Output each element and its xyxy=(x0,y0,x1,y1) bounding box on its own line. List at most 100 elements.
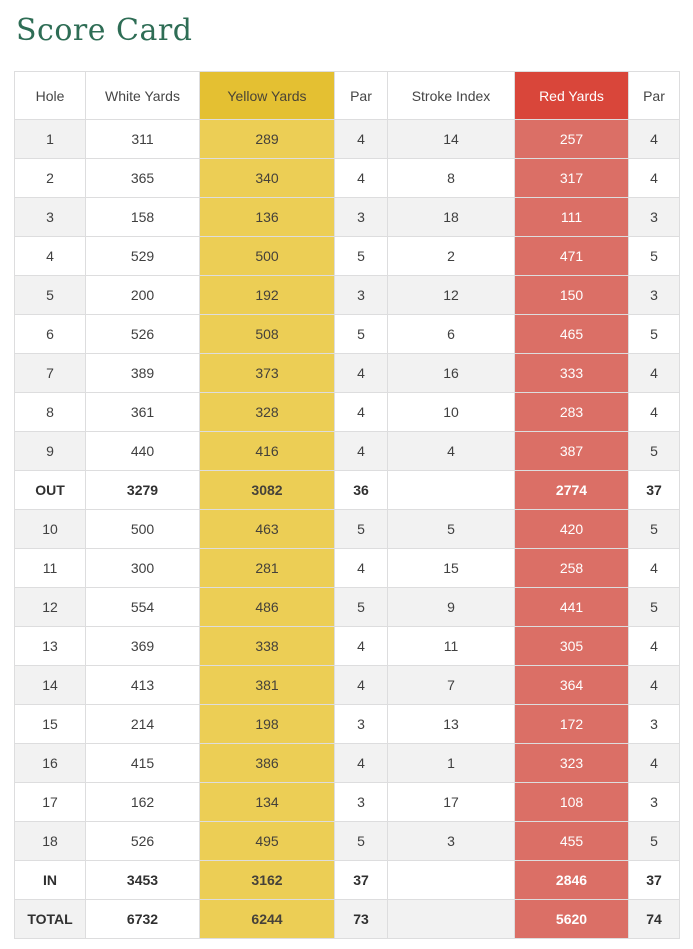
cell-yellow: 373 xyxy=(199,353,335,393)
cell-par1: 4 xyxy=(334,626,388,666)
cell-hole: IN xyxy=(14,860,86,900)
cell-yellow: 463 xyxy=(199,509,335,549)
cell-par2: 74 xyxy=(628,899,680,939)
cell-red: 364 xyxy=(514,665,629,705)
cell-yellow: 500 xyxy=(199,236,335,276)
cell-par1: 5 xyxy=(334,314,388,354)
cell-par2: 4 xyxy=(628,743,680,783)
table-row: 13 369 338 4 11 305 4 xyxy=(14,626,680,666)
cell-si: 18 xyxy=(387,197,515,237)
cell-si: 6 xyxy=(387,314,515,354)
cell-si: 5 xyxy=(387,509,515,549)
cell-red: 258 xyxy=(514,548,629,588)
table-body: 1 311 289 4 14 257 4 2 365 340 4 8 317 4 3 158 136 3 18 111… xyxy=(14,119,680,939)
cell-white: 311 xyxy=(85,119,200,159)
cell-hole: OUT xyxy=(14,470,86,510)
table-row: 10 500 463 5 5 420 5 xyxy=(14,509,680,549)
page-title: Score Card xyxy=(16,13,193,48)
cell-hole: 10 xyxy=(14,509,86,549)
cell-white: 361 xyxy=(85,392,200,432)
column-header-par2: Par xyxy=(628,71,680,120)
cell-yellow: 486 xyxy=(199,587,335,627)
header-row: Hole White Yards Yellow Yards Par Stroke Ind… xyxy=(14,71,680,120)
cell-par2: 3 xyxy=(628,197,680,237)
cell-si: 14 xyxy=(387,119,515,159)
cell-hole: 5 xyxy=(14,275,86,315)
cell-par1: 3 xyxy=(334,704,388,744)
cell-yellow: 3162 xyxy=(199,860,335,900)
cell-par2: 4 xyxy=(628,626,680,666)
table-row: 14 413 381 4 7 364 4 xyxy=(14,665,680,705)
cell-par2: 37 xyxy=(628,860,680,900)
cell-hole: 8 xyxy=(14,392,86,432)
cell-white: 365 xyxy=(85,158,200,198)
cell-si: 15 xyxy=(387,548,515,588)
cell-par2: 3 xyxy=(628,704,680,744)
cell-hole: 4 xyxy=(14,236,86,276)
cell-yellow: 328 xyxy=(199,392,335,432)
cell-white: 500 xyxy=(85,509,200,549)
cell-si: 10 xyxy=(387,392,515,432)
cell-si xyxy=(387,860,515,900)
table-row: 3 158 136 3 18 111 3 xyxy=(14,197,680,237)
cell-white: 369 xyxy=(85,626,200,666)
cell-hole: 12 xyxy=(14,587,86,627)
cell-red: 317 xyxy=(514,158,629,198)
cell-yellow: 340 xyxy=(199,158,335,198)
column-header-par1: Par xyxy=(334,71,388,120)
cell-yellow: 386 xyxy=(199,743,335,783)
cell-par2: 4 xyxy=(628,665,680,705)
cell-hole: 2 xyxy=(14,158,86,198)
table-row: 15 214 198 3 13 172 3 xyxy=(14,704,680,744)
table-row: 6 526 508 5 6 465 5 xyxy=(14,314,680,354)
table-row: 18 526 495 5 3 455 5 xyxy=(14,821,680,861)
cell-par2: 5 xyxy=(628,587,680,627)
cell-par2: 3 xyxy=(628,782,680,822)
cell-si: 11 xyxy=(387,626,515,666)
cell-red: 2774 xyxy=(514,470,629,510)
cell-white: 529 xyxy=(85,236,200,276)
cell-par2: 5 xyxy=(628,509,680,549)
cell-white: 415 xyxy=(85,743,200,783)
cell-par1: 4 xyxy=(334,665,388,705)
cell-hole: 18 xyxy=(14,821,86,861)
cell-yellow: 3082 xyxy=(199,470,335,510)
cell-par1: 36 xyxy=(334,470,388,510)
cell-yellow: 134 xyxy=(199,782,335,822)
cell-red: 471 xyxy=(514,236,629,276)
cell-par1: 73 xyxy=(334,899,388,939)
cell-red: 455 xyxy=(514,821,629,861)
cell-yellow: 495 xyxy=(199,821,335,861)
table-row: 8 361 328 4 10 283 4 xyxy=(14,392,680,432)
cell-hole: 7 xyxy=(14,353,86,393)
cell-red: 305 xyxy=(514,626,629,666)
cell-si: 4 xyxy=(387,431,515,471)
cell-si: 8 xyxy=(387,158,515,198)
cell-hole: 6 xyxy=(14,314,86,354)
column-header-hole: Hole xyxy=(14,71,86,120)
table-row: 16 415 386 4 1 323 4 xyxy=(14,743,680,783)
cell-hole: 16 xyxy=(14,743,86,783)
cell-red: 257 xyxy=(514,119,629,159)
cell-par2: 4 xyxy=(628,119,680,159)
table-row: 1 311 289 4 14 257 4 xyxy=(14,119,680,159)
cell-white: 554 xyxy=(85,587,200,627)
table-row: 4 529 500 5 2 471 5 xyxy=(14,236,680,276)
cell-par1: 5 xyxy=(334,821,388,861)
table-row: 9 440 416 4 4 387 5 xyxy=(14,431,680,471)
cell-par2: 4 xyxy=(628,392,680,432)
cell-red: 420 xyxy=(514,509,629,549)
cell-par1: 4 xyxy=(334,392,388,432)
cell-par2: 4 xyxy=(628,548,680,588)
cell-white: 526 xyxy=(85,821,200,861)
cell-si: 12 xyxy=(387,275,515,315)
column-header-si: Stroke Index xyxy=(387,71,515,120)
cell-par1: 3 xyxy=(334,275,388,315)
cell-par1: 4 xyxy=(334,158,388,198)
table-row: 17 162 134 3 17 108 3 xyxy=(14,782,680,822)
cell-par1: 37 xyxy=(334,860,388,900)
cell-white: 389 xyxy=(85,353,200,393)
cell-par1: 4 xyxy=(334,431,388,471)
cell-par1: 5 xyxy=(334,509,388,549)
